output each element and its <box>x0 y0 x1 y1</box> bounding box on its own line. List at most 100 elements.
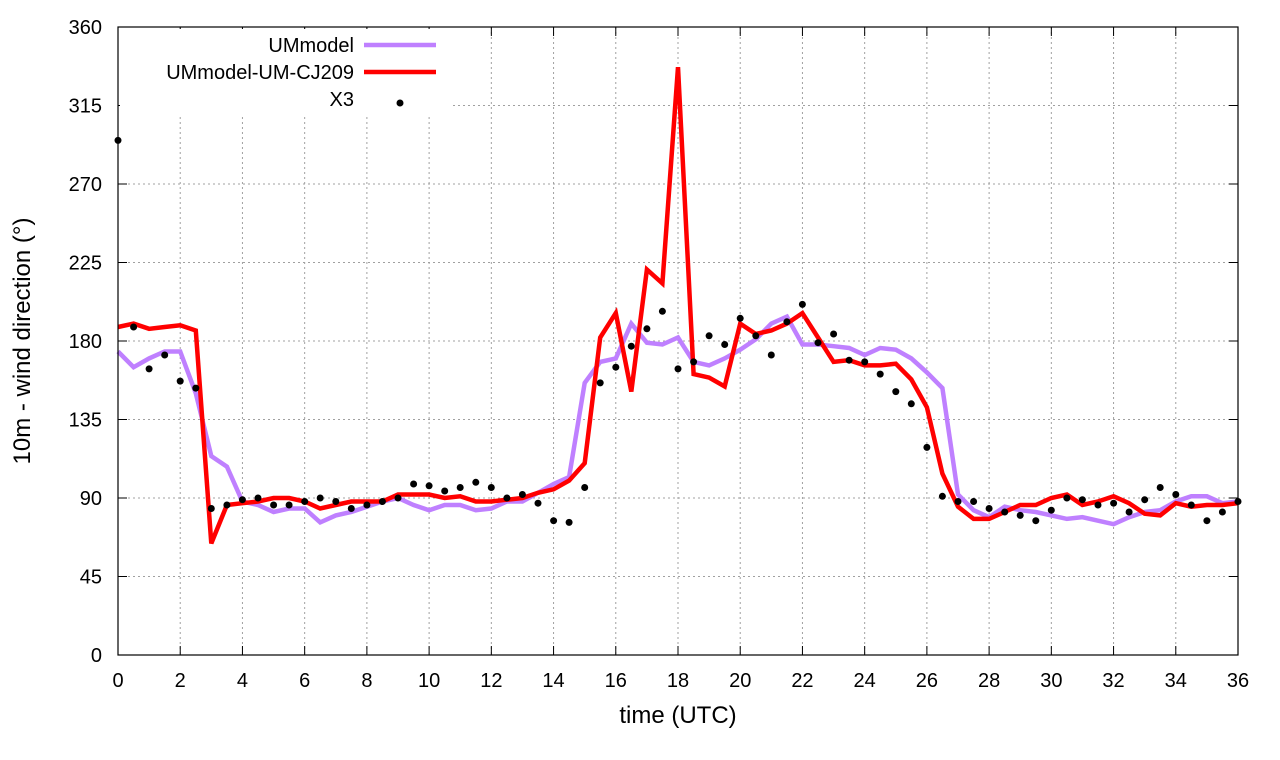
data-point <box>301 498 309 505</box>
x-tick-label: 32 <box>1102 670 1124 692</box>
data-point <box>923 443 931 451</box>
data-point <box>550 517 558 525</box>
data-point <box>472 478 480 486</box>
data-point <box>347 505 355 512</box>
x-tick-label: 6 <box>299 670 310 692</box>
y-axis-title: 10m - wind direction (°) <box>9 217 36 464</box>
y-tick-label: 180 <box>69 331 102 353</box>
legend-label: UMmodel <box>268 35 354 57</box>
legend-swatch <box>396 99 404 107</box>
data-point <box>456 484 464 491</box>
x-tick-label: 30 <box>1040 670 1062 692</box>
data-point <box>1094 501 1102 509</box>
series-line-0 <box>116 313 1239 527</box>
data-point <box>627 342 635 350</box>
y-axis-ticks: 0 45 90 135 180 225 270 315 360 <box>69 17 1238 667</box>
data-point <box>363 501 371 509</box>
y-tick-label: 0 <box>91 645 102 667</box>
data-point <box>425 482 433 490</box>
data-point <box>767 351 775 359</box>
plot-frame <box>117 26 1239 656</box>
data-point <box>876 370 884 378</box>
data-point <box>1156 484 1164 491</box>
data-point <box>612 363 620 371</box>
data-point <box>861 358 869 366</box>
data-point <box>736 314 744 322</box>
data-point <box>752 332 760 340</box>
data-point <box>814 339 822 347</box>
data-point <box>1172 491 1180 498</box>
data-point <box>1218 508 1226 516</box>
legend-label: X3 <box>330 89 354 111</box>
data-point <box>254 494 262 502</box>
data-point <box>938 492 946 500</box>
x-tick-label: 26 <box>916 670 938 692</box>
x-tick-label: 10 <box>418 670 440 692</box>
x-tick-label: 8 <box>361 670 372 692</box>
data-point <box>970 498 978 505</box>
data-point <box>565 518 573 526</box>
data-point <box>596 379 604 387</box>
data-point <box>441 487 449 495</box>
y-tick-label: 45 <box>80 567 102 589</box>
y-tick-label: 225 <box>69 253 102 275</box>
data-point <box>674 365 682 373</box>
data-point <box>1078 496 1086 504</box>
plot-area <box>114 66 1242 545</box>
data-point <box>721 341 729 348</box>
data-point <box>238 496 246 504</box>
x-tick-label: 16 <box>605 670 627 692</box>
data-point <box>394 494 402 502</box>
x-tick-label: 34 <box>1165 670 1187 692</box>
data-point <box>845 356 853 364</box>
data-point <box>907 400 915 408</box>
data-point <box>1125 508 1133 516</box>
legend-label: UMmodel-UM-CJ209 <box>166 62 354 84</box>
data-point <box>1110 499 1118 507</box>
data-point <box>332 498 340 505</box>
x-axis-title: time (UTC) <box>619 702 736 729</box>
data-point <box>892 388 900 396</box>
x-tick-label: 14 <box>542 670 564 692</box>
data-point <box>1203 517 1211 525</box>
data-point <box>223 501 231 509</box>
y-tick-label: 360 <box>69 17 102 39</box>
data-point <box>270 501 278 509</box>
data-point <box>176 377 184 385</box>
data-point <box>643 325 651 333</box>
x-tick-label: 12 <box>480 670 502 692</box>
data-point <box>534 499 542 507</box>
x-tick-label: 20 <box>729 670 751 692</box>
data-point <box>145 365 153 373</box>
x-tick-label: 4 <box>237 670 248 692</box>
data-point <box>954 498 962 505</box>
data-point <box>705 332 713 340</box>
data-point <box>518 491 526 498</box>
data-point <box>130 323 138 331</box>
data-point <box>316 494 324 502</box>
y-tick-label: 135 <box>69 410 102 432</box>
data-point <box>503 494 511 502</box>
x-axis-ticks: 0 2 4 6 8 10 12 14 16 18 20 22 24 26 28 30 32 34 36 <box>112 27 1249 692</box>
data-point <box>1063 494 1071 502</box>
data-point <box>581 484 589 491</box>
data-point <box>1187 501 1195 509</box>
data-point <box>1001 508 1009 516</box>
x-tick-label: 22 <box>791 670 813 692</box>
y-tick-label: 90 <box>80 488 102 510</box>
data-point <box>161 351 169 359</box>
data-point <box>690 358 698 366</box>
data-point <box>830 330 838 338</box>
x-tick-label: 36 <box>1227 670 1249 692</box>
data-point <box>378 498 386 505</box>
data-point <box>985 505 993 512</box>
data-point <box>1016 511 1024 519</box>
x-tick-label: 24 <box>854 670 876 692</box>
x-tick-label: 2 <box>175 670 186 692</box>
data-point <box>410 480 418 488</box>
y-tick-label: 315 <box>69 96 102 118</box>
y-tick-label: 270 <box>69 174 102 196</box>
data-point <box>1032 517 1040 525</box>
x-tick-label: 18 <box>667 670 689 692</box>
